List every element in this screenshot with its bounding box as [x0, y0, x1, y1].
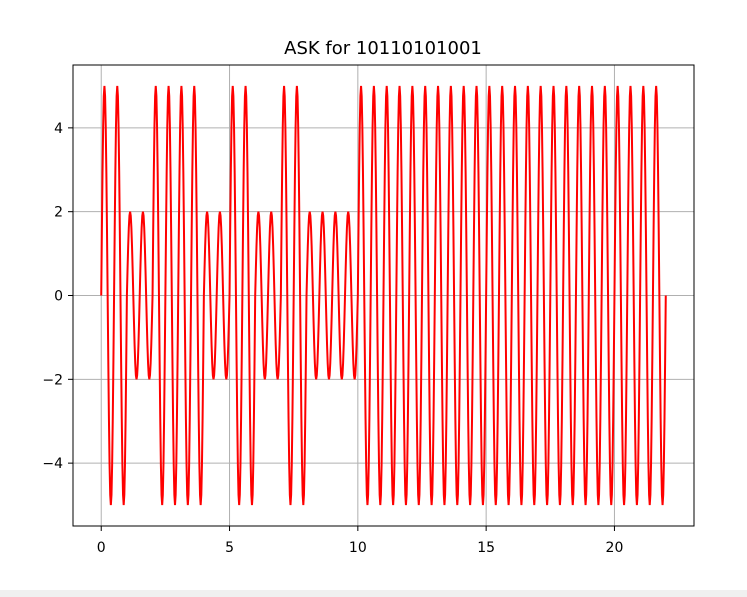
y-axis: 4 2 0 −2 −4	[42, 121, 73, 472]
y-tick-label: 4	[54, 121, 63, 137]
x-tick-label: 0	[97, 540, 106, 556]
y-tick-label: 2	[54, 205, 63, 221]
bottom-strip	[0, 590, 747, 597]
x-axis: 0 5 10 15 20	[97, 526, 624, 556]
chart-title: ASK for 10110101001	[284, 38, 482, 59]
x-tick-label: 5	[225, 540, 234, 556]
y-tick-label: 0	[54, 289, 63, 305]
y-tick-label: −2	[42, 372, 63, 388]
series-line	[100, 85, 667, 506]
x-tick-label: 15	[477, 540, 495, 556]
x-tick-label: 10	[349, 540, 367, 556]
y-tick-label: −4	[42, 456, 63, 472]
x-tick-label: 20	[606, 540, 624, 556]
